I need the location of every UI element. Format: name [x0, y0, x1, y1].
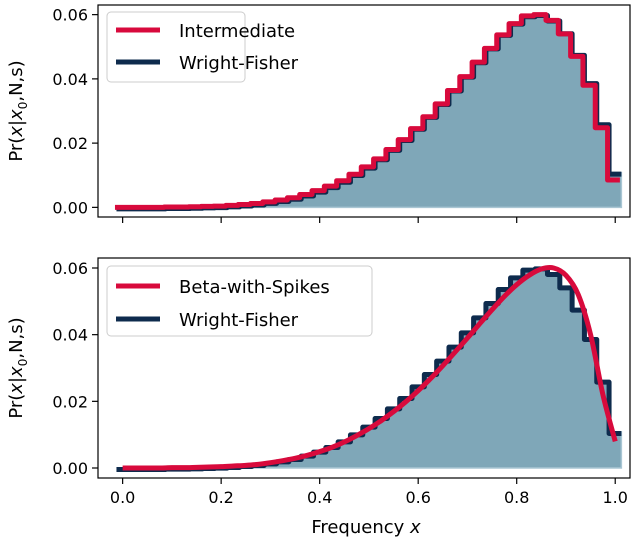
top-plot-area	[114, 12, 623, 212]
bottom-ticks: 0.0 0.2 0.4 0.6 0.8 1.0 0.00 0.02 0.04 0.06	[52, 259, 628, 507]
series-line-beta-with-spikes	[122, 265, 618, 471]
x-tick-label: 0.4	[307, 488, 332, 507]
x-tick-label: 0.2	[208, 488, 233, 507]
series-line-intermediate	[114, 12, 620, 210]
x-tick-label: 0.6	[405, 488, 430, 507]
legend-label-beta-with-spikes: Beta-with-Spikes	[179, 277, 330, 298]
top-y-axis-label: Pr(x|x0,N,s)	[6, 60, 30, 161]
y-tick-label: 0.02	[52, 134, 88, 153]
x-tick-label: 0.0	[110, 488, 135, 507]
bottom-legend: Beta-with-Spikes Wright-Fisher	[106, 265, 373, 337]
y-tick-label: 0.06	[52, 6, 88, 25]
bottom-panel: 0.0 0.2 0.4 0.6 0.8 1.0 0.00 0.02 0.04 0.06 Beta-…	[6, 257, 631, 538]
x-tick-label: 0.8	[504, 488, 529, 507]
y-tick-label: 0.04	[52, 326, 88, 345]
y-tick-label: 0.04	[52, 70, 88, 89]
legend-label-wright-fisher: Wright-Fisher	[179, 53, 299, 74]
y-tick-label: 0.00	[52, 459, 88, 478]
top-axes-frame	[97, 4, 631, 218]
y-tick-label: 0.02	[52, 392, 88, 411]
x-tick-label: 1.0	[602, 488, 627, 507]
bottom-axes-frame	[97, 257, 631, 479]
bottom-y-axis-label: Pr(x|x0,N,s)	[6, 317, 30, 418]
top-panel: 0.00 0.02 0.04 0.06 Intermediate Wright-Fis…	[6, 4, 631, 223]
legend-box	[106, 265, 373, 337]
top-legend: Intermediate Wright-Fisher	[106, 11, 299, 83]
x-axis-label: Frequency x	[311, 517, 421, 538]
legend-label-wright-fisher: Wright-Fisher	[179, 310, 299, 331]
bottom-plot-area	[116, 265, 623, 472]
y-tick-label: 0.00	[52, 198, 88, 217]
legend-label-intermediate: Intermediate	[179, 21, 295, 42]
top-ticks: 0.00 0.02 0.04 0.06	[52, 6, 616, 223]
y-tick-label: 0.06	[52, 259, 88, 278]
